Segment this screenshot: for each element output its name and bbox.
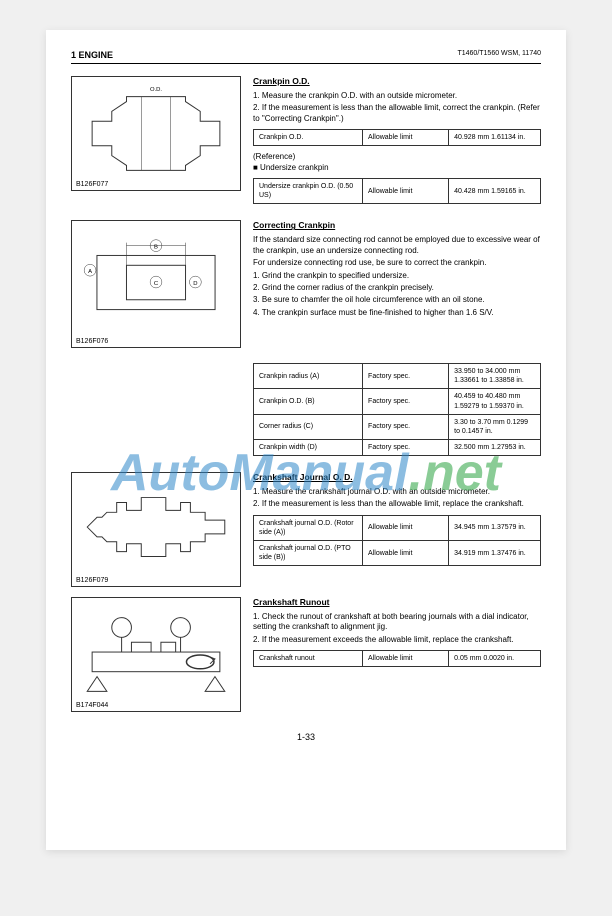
- table-cell: 40.428 mm 1.59165 in.: [449, 179, 541, 204]
- row-crankshaft-journal: B126F079 Crankshaft Journal O. D. 1. Mea…: [71, 472, 541, 587]
- correcting-crankpin-text: Correcting Crankpin If the standard size…: [253, 220, 541, 348]
- figure-caption-4: B174F044: [76, 702, 108, 709]
- table-cell: Allowable limit: [363, 130, 449, 146]
- sec1-ref-title: (Reference): [253, 152, 541, 162]
- crankpin-od-diagram: O.D.: [72, 77, 240, 190]
- sec1-title: Crankpin O.D.: [253, 76, 541, 87]
- figure-crankshaft-runout: B174F044: [71, 597, 241, 712]
- crankshaft-journal-diagram: [72, 473, 240, 586]
- sec1-p1: 1. Measure the crankpin O.D. with an out…: [253, 91, 541, 101]
- table-cell: 34.919 mm 1.37476 in.: [449, 540, 541, 565]
- table-cell: 40.928 mm 1.61134 in.: [449, 130, 541, 146]
- sec2-l2: 2. Grind the corner radius of the crankp…: [253, 283, 541, 293]
- sec2-table: Crankpin radius (A)Factory spec.33.950 t…: [253, 363, 541, 456]
- figure-caption-3: B126F079: [76, 577, 108, 584]
- svg-text:C: C: [154, 281, 159, 287]
- table-cell: Crankpin O.D. (B): [254, 389, 363, 414]
- sec1-ref-bullet: ■ Undersize crankpin: [253, 163, 541, 173]
- header-section: 1 ENGINE: [71, 50, 113, 60]
- table-cell: Crankpin O.D.: [254, 130, 363, 146]
- table-cell: Undersize crankpin O.D. (0.50 US): [254, 179, 363, 204]
- table-cell: Corner radius (C): [254, 414, 363, 439]
- figure-caption-1: B126F077: [76, 181, 108, 188]
- table-cell: Crankshaft journal O.D. (Rotor side (A)): [254, 515, 363, 540]
- table-cell: Crankshaft runout: [254, 651, 363, 667]
- table-cell: Allowable limit: [363, 540, 449, 565]
- row-crankshaft-runout: B174F044 Crankshaft Runout 1. Check the …: [71, 597, 541, 712]
- sec1-p2: 2. If the measurement is less than the a…: [253, 103, 541, 124]
- sec3-p2: 2. If the measurement is less than the a…: [253, 499, 541, 509]
- table-cell: 34.945 mm 1.37579 in.: [449, 515, 541, 540]
- table-cell: Crankshaft journal O.D. (PTO side (B)): [254, 540, 363, 565]
- figure-caption-2: B126F076: [76, 338, 108, 345]
- table-cell: 40.459 to 40.480 mm 1.59279 to 1.59370 i…: [449, 389, 541, 414]
- sec2-l3: 3. Be sure to chamfer the oil hole circu…: [253, 295, 541, 305]
- sec4-p1: 1. Check the runout of crankshaft at bot…: [253, 612, 541, 633]
- table-cell: 3.30 to 3.70 mm 0.1299 to 0.1457 in.: [449, 414, 541, 439]
- sec4-table: Crankshaft runoutAllowable limit0.05 mm …: [253, 650, 541, 667]
- table-cell: Factory spec.: [363, 439, 449, 455]
- table-cell: 32.500 mm 1.27953 in.: [449, 439, 541, 455]
- sec3-title: Crankshaft Journal O. D.: [253, 472, 541, 483]
- figure-crankpin-od: O.D. B126F077: [71, 76, 241, 191]
- sec3-table: Crankshaft journal O.D. (Rotor side (A))…: [253, 515, 541, 566]
- svg-text:D: D: [193, 281, 197, 287]
- figure-correcting-crankpin: A B C D B126F076: [71, 220, 241, 348]
- sec2-l4: 4. The crankpin surface must be fine-fin…: [253, 308, 541, 318]
- table-cell: Allowable limit: [363, 651, 449, 667]
- table-cell: 0.05 mm 0.0020 in.: [449, 651, 541, 667]
- table-cell: Crankpin radius (A): [254, 364, 363, 389]
- sec4-p2: 2. If the measurement exceeds the allowa…: [253, 635, 541, 645]
- header-model: T1460/T1560 WSM, 11740: [457, 50, 541, 60]
- crankpin-od-text: Crankpin O.D. 1. Measure the crankpin O.…: [253, 76, 541, 210]
- crankshaft-runout-text: Crankshaft Runout 1. Check the runout of…: [253, 597, 541, 712]
- sec2-p1: If the standard size connecting rod cann…: [253, 235, 541, 256]
- table-cell: Allowable limit: [363, 179, 449, 204]
- svg-text:A: A: [88, 269, 92, 275]
- sec2-title: Correcting Crankpin: [253, 220, 541, 231]
- figure-crankshaft-journal: B126F079: [71, 472, 241, 587]
- sec1-ref-table: Undersize crankpin O.D. (0.50 US) Allowa…: [253, 178, 541, 204]
- row-crankpin-od: O.D. B126F077 Crankpin O.D. 1. Measure t…: [71, 76, 541, 210]
- sec3-p1: 1. Measure the crankshaft journal O.D. w…: [253, 487, 541, 497]
- page-header: 1 ENGINE T1460/T1560 WSM, 11740: [71, 50, 541, 64]
- svg-text:O.D.: O.D.: [150, 87, 162, 93]
- crankshaft-runout-diagram: [72, 598, 240, 711]
- table-cell: 33.950 to 34.000 mm 1.33661 to 1.33858 i…: [449, 364, 541, 389]
- sec2-p2: For undersize connecting rod use, be sur…: [253, 258, 541, 268]
- crankshaft-journal-text: Crankshaft Journal O. D. 1. Measure the …: [253, 472, 541, 587]
- svg-text:B: B: [154, 245, 158, 251]
- page-number: 1-33: [71, 732, 541, 742]
- row-sec2-table: Crankpin radius (A)Factory spec.33.950 t…: [71, 358, 541, 462]
- manual-page: 1 ENGINE T1460/T1560 WSM, 11740 O.D. B12…: [46, 30, 566, 850]
- sec4-title: Crankshaft Runout: [253, 597, 541, 608]
- correcting-crankpin-diagram: A B C D: [72, 221, 240, 347]
- table-cell: Crankpin width (D): [254, 439, 363, 455]
- table-cell: Factory spec.: [363, 364, 449, 389]
- sec1-table: Crankpin O.D. Allowable limit 40.928 mm …: [253, 129, 541, 146]
- table-cell: Factory spec.: [363, 414, 449, 439]
- table-cell: Factory spec.: [363, 389, 449, 414]
- table-cell: Allowable limit: [363, 515, 449, 540]
- sec2-l1: 1. Grind the crankpin to specified under…: [253, 271, 541, 281]
- row-correcting-crankpin: A B C D B126F076 Correcting Crankpin If …: [71, 220, 541, 348]
